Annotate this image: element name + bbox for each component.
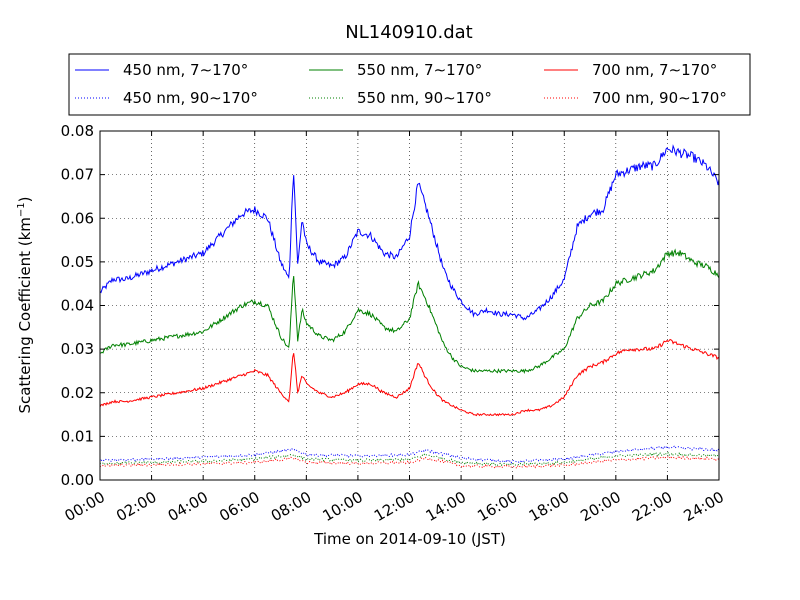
y-axis-label-text: Scattering Coefficient (km — [16, 217, 34, 413]
x-tick-label: 18:00 — [526, 488, 572, 525]
y-tick-label: 0.03 — [61, 340, 94, 358]
y-tick-label: 0.04 — [61, 297, 94, 315]
x-tick-label: 20:00 — [577, 488, 623, 525]
legend-label: 550 nm, 90∼170° — [357, 89, 492, 107]
x-tick-label: 08:00 — [268, 488, 314, 525]
y-axis-label-superscript: −1 — [16, 202, 27, 217]
x-tick-label: 04:00 — [165, 488, 211, 525]
legend: 450 nm, 7∼170° 550 nm, 7∼170° 700 nm, 7∼17… — [75, 61, 727, 107]
series-line — [100, 248, 720, 375]
series-line — [99, 455, 720, 469]
legend-label: 700 nm, 7∼170° — [592, 61, 717, 79]
legend-label: 450 nm, 90∼170° — [123, 89, 258, 107]
x-tick-label: 16:00 — [474, 488, 520, 525]
series-line — [99, 338, 720, 417]
y-tick-label: 0.01 — [61, 427, 94, 445]
y-tick-label: 0.05 — [61, 253, 94, 271]
x-tick-label: 22:00 — [629, 488, 675, 525]
chart-title: NL140910.dat — [345, 22, 472, 43]
legend-label: 550 nm, 7∼170° — [357, 61, 482, 79]
x-tick-label: 14:00 — [423, 488, 469, 525]
y-tick-label: 0.02 — [61, 384, 94, 402]
legend-box — [68, 53, 751, 116]
x-axis-label: Time on 2014-09-10 (JST) — [313, 530, 506, 548]
series-line — [99, 144, 720, 321]
y-tick-label: 0.06 — [61, 209, 94, 227]
x-tick-label: 10:00 — [319, 488, 365, 525]
x-tick-label: 12:00 — [371, 488, 417, 525]
x-tick-label: 00:00 — [62, 488, 108, 525]
y-tick-label: 0.08 — [61, 122, 94, 140]
x-tick-label: 02:00 — [113, 488, 159, 525]
y-axis: 0.00 0.01 0.02 0.03 0.04 0.05 0.06 0.07 0.08 — [61, 122, 719, 489]
plot-area — [100, 131, 719, 480]
x-tick-label: 06:00 — [216, 488, 262, 525]
y-axis-label: Scattering Coefficient (km−1) — [16, 196, 34, 413]
y-axis-label-close: ) — [16, 196, 34, 202]
legend-label: 700 nm, 90∼170° — [592, 89, 727, 107]
series-layer — [99, 144, 720, 469]
legend-label: 450 nm, 7∼170° — [123, 61, 248, 79]
y-tick-label: 0.00 — [61, 471, 94, 489]
y-tick-label: 0.07 — [61, 166, 94, 184]
x-tick-label: 24:00 — [681, 488, 727, 525]
